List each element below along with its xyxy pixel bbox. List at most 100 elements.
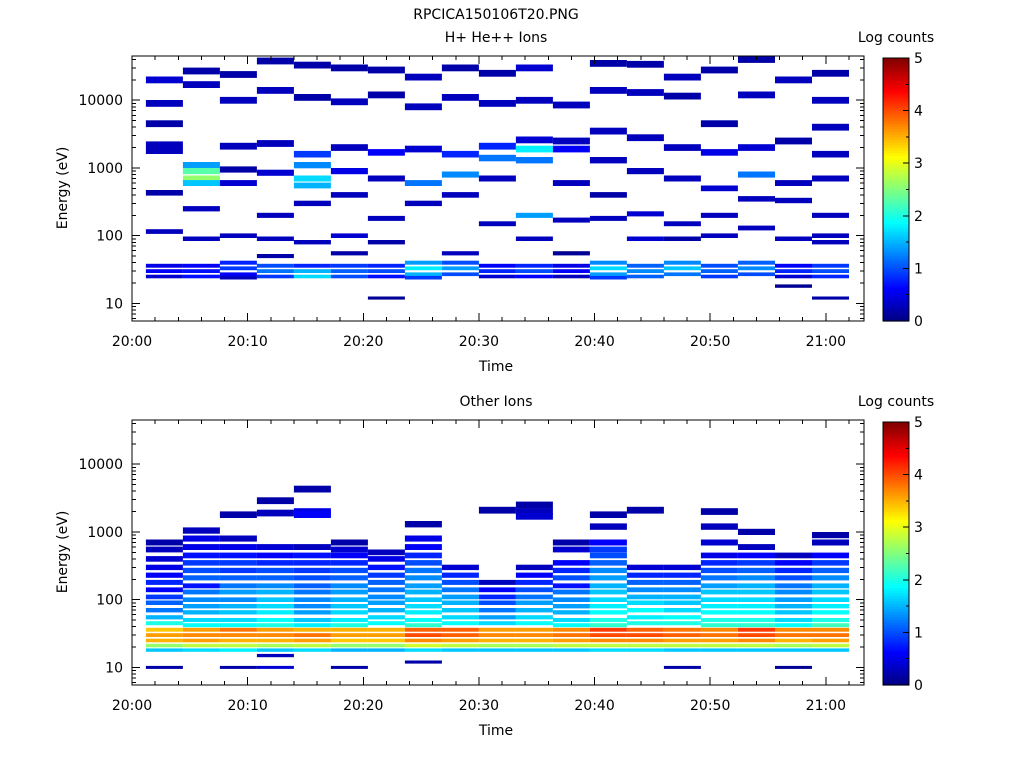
heatmap-cell [441,64,479,72]
heatmap-cell [367,556,405,562]
heatmap-cell [219,544,257,550]
colorbar-segment [883,242,909,246]
y-tick-label: 100 [96,593,123,609]
heatmap-cell [256,87,294,94]
y-tick-label: 1000 [87,161,123,177]
heatmap-cell [256,638,294,643]
colorbar-segment [883,107,909,112]
heatmap-cell [219,627,257,632]
heatmap-cell [589,266,627,271]
heatmap-cell [256,618,294,623]
heatmap-cell [700,560,738,566]
heatmap-cell [441,638,479,643]
colorbar-segment [883,479,909,484]
colorbar-segment [883,157,909,162]
colorbar-segment [883,105,909,109]
colorbar-segment [883,471,909,476]
heatmap-cell [145,587,183,593]
heatmap-cell [182,552,220,559]
heatmap-cell [293,274,331,279]
heatmap-cell [552,269,590,273]
colorbar-segment [883,464,909,468]
heatmap-cell [775,197,812,204]
colorbar-segment [883,189,909,193]
heatmap-cell [441,272,479,277]
heatmap-cell [663,627,701,632]
heatmap-cell [219,552,257,559]
heatmap-cell [812,618,849,623]
heatmap-cell [775,284,812,288]
heatmap-cell [404,275,442,280]
heatmap-cell [367,269,405,273]
heatmap-cell [738,597,775,602]
heatmap-cell [738,604,775,609]
heatmap-cell [219,575,257,581]
colorbar-segment [883,131,909,135]
heatmap-cell [182,527,220,534]
heatmap-cell [515,627,553,632]
heatmap-cell [589,623,627,628]
heatmap-cell [330,589,368,595]
colorbar-segment [883,579,909,584]
colorbar-segment [883,671,909,676]
heatmap-cell [738,627,775,632]
heatmap-cell [330,192,368,198]
heatmap-cell [738,552,775,559]
colorbar-segment [883,305,909,309]
heatmap-cell [219,665,257,669]
colorbar-segment [883,307,909,312]
heatmap-cell [775,236,812,241]
colorbar-segment [883,184,909,188]
heatmap-cell [775,560,812,566]
heatmap-cell [478,608,516,613]
colorbar-tick-label: 4 [914,468,923,484]
heatmap-cell [626,600,664,605]
heatmap-cell [219,260,257,265]
heatmap-cell [775,648,812,652]
heatmap-cell [182,604,220,609]
colorbar-segment [883,129,909,133]
heatmap-cell [404,627,442,632]
heatmap-cell [367,149,405,156]
heatmap-cell [182,180,220,186]
heatmap-cell [589,511,627,518]
heatmap-cell [182,206,220,212]
heatmap-cell [738,638,775,643]
heatmap-cell [293,589,331,595]
colorbar-segment [883,556,909,560]
heatmap-cell [700,508,738,515]
heatmap-cell [293,485,331,493]
heatmap-cell [182,567,220,574]
heatmap-cell [589,215,627,221]
heatmap-cell [219,618,257,623]
heatmap-cell [700,638,738,643]
heatmap-cell [700,539,738,546]
heatmap-cell [589,275,627,280]
colorbar-segment [883,650,909,655]
colorbar-segment [883,603,909,607]
heatmap-cell [367,263,405,268]
colorbar-segment [883,469,909,473]
heatmap-cell [589,272,627,277]
heatmap-cell [330,627,368,632]
heatmap-cell [700,589,738,595]
heatmap-cell [663,92,701,100]
heatmap-cell [775,180,812,186]
heatmap-cell [663,638,701,643]
colorbar-segment [883,545,909,549]
heatmap-cell [404,604,442,609]
heatmap-cell [738,544,775,550]
heatmap-cell [515,633,553,637]
heatmap-cell [330,64,368,72]
colorbar-segment [883,63,909,67]
colorbar-segment [883,582,909,586]
heatmap-cell [812,539,849,546]
heatmap-cell [404,145,442,153]
heatmap-cell [700,623,738,628]
heatmap-cell [738,196,775,202]
heatmap-cell [589,523,627,530]
heatmap-cell [663,175,701,182]
heatmap-cell [775,638,812,643]
colorbar-segment [883,485,909,489]
heatmap-cell [515,136,553,144]
